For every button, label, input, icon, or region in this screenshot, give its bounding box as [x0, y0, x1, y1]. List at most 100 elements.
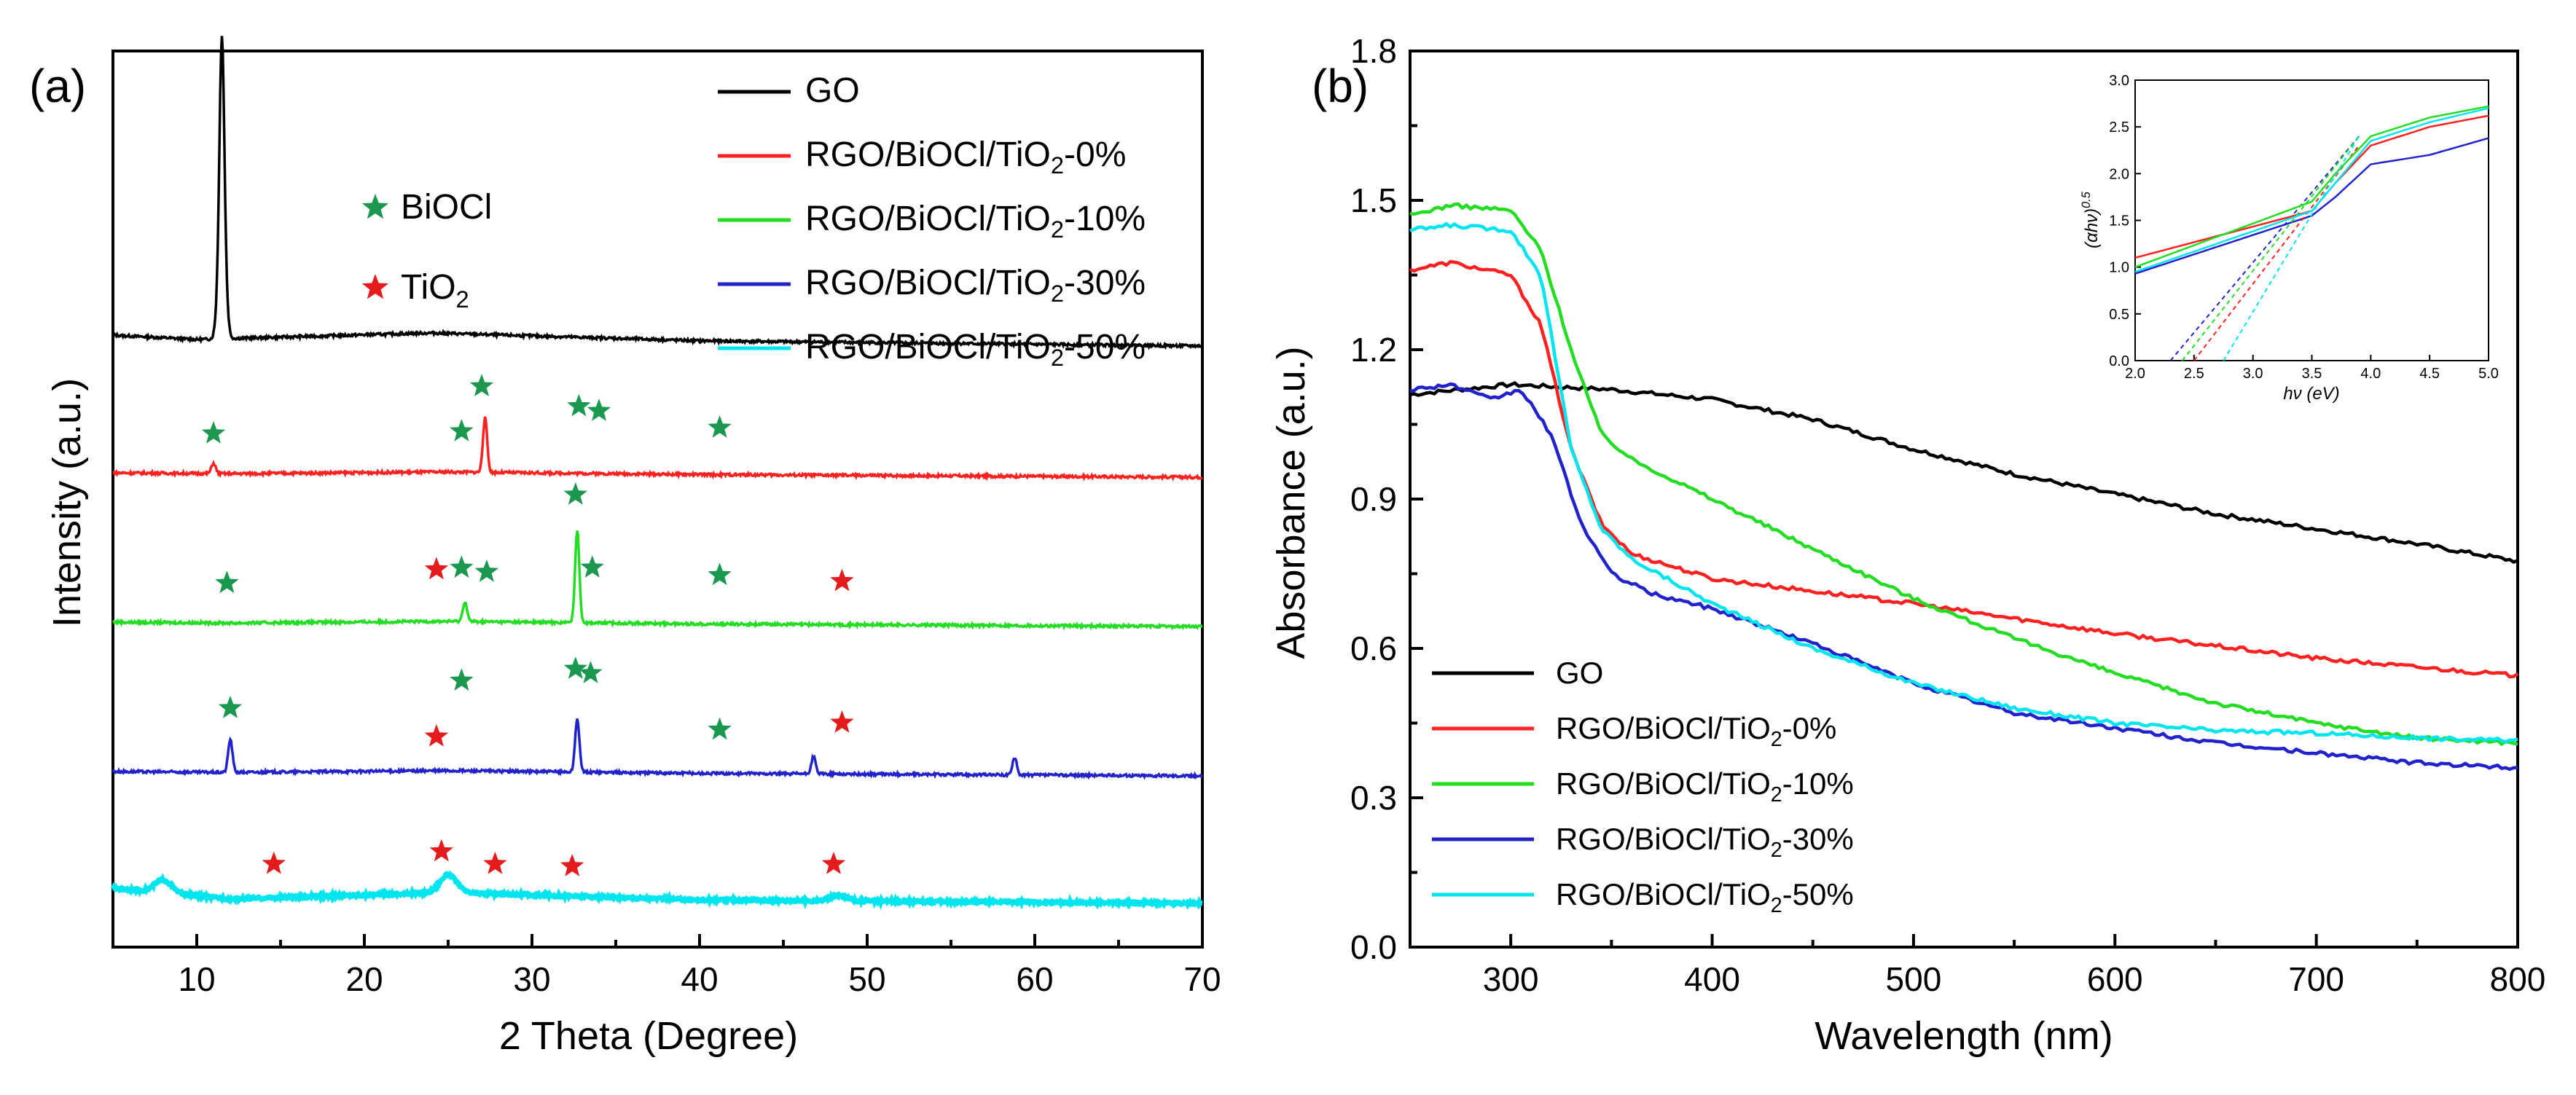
- series-line-4: [110, 870, 1203, 911]
- series-line-0: [112, 36, 1204, 350]
- panel-b-inset: 2.0 2.5 3.0 3.5 4.0 4.5 5.0 0.0 0.5 1.0 1.5 2.0 2.5 3…: [2080, 66, 2499, 404]
- inset-ytick-label: 1.5: [2109, 213, 2129, 229]
- panel-a-label: (a): [29, 60, 86, 112]
- panel-b: (b) 300 400 500 600 700 800 0.0 0.3 0.6 0.9 1.2 1.…: [1269, 32, 2545, 1058]
- marker-star-biocl: [579, 661, 603, 683]
- panel-b-ytick-label: 0.3: [1350, 779, 1397, 817]
- inset-xtick-label: 2.0: [2125, 366, 2145, 382]
- panel-b-xtick-label: 600: [2087, 960, 2143, 998]
- inset-xtick-label: 3.5: [2302, 366, 2322, 382]
- marker-star-biocl: [708, 717, 732, 740]
- series-line-0: [1409, 380, 2518, 565]
- panel-b-yticks: 0.0 0.3 0.6 0.9 1.2 1.5 1.8: [1350, 32, 1423, 966]
- marker-star-tio2: [262, 851, 286, 874]
- inset-ytick-label: 2.5: [2109, 119, 2129, 136]
- inset-tangent-line-3: [2223, 136, 2360, 361]
- marker-star-tio2: [560, 854, 584, 876]
- marker-star-biocl: [201, 421, 226, 444]
- inset-ytick-label: 2.0: [2109, 166, 2129, 182]
- inset-series: [2134, 105, 2489, 361]
- panel-a-xtick-label: 70: [1183, 960, 1221, 998]
- inset-xlabel: hν (eV): [2283, 384, 2339, 404]
- b-series-1-legend-label: RGO/BiOCl/TiO2-0%: [1556, 711, 1836, 751]
- series-0-legend-label: GO: [805, 71, 860, 110]
- panel-a-marker-legend: BiOCl TiO2: [361, 188, 492, 313]
- marker-star-tio2: [483, 852, 507, 874]
- marker-star-biocl: [215, 570, 239, 594]
- panel-b-ytick-label: 0.0: [1350, 928, 1397, 966]
- panel-b-ytick-label: 1.5: [1350, 181, 1397, 219]
- inset-series-line-0: [2134, 137, 2489, 275]
- b-series-3-legend-label: RGO/BiOCl/TiO2-30%: [1556, 822, 1854, 862]
- marker-star-biocl: [563, 482, 587, 505]
- series-line-3: [1409, 382, 2518, 772]
- marker-star-biocl: [450, 668, 474, 691]
- inset-ytick-label: 3.0: [2109, 73, 2129, 89]
- marker-star-tio2: [821, 852, 846, 874]
- panel-a-xtick-label: 10: [178, 960, 215, 998]
- inset-ylabel: (αhν)0.5: [2080, 191, 2102, 248]
- panel-b-label: (b): [1312, 60, 1369, 112]
- panel-b-ylabel: Absorbance (a.u.): [1269, 346, 1313, 659]
- marker-star-biocl: [580, 555, 604, 578]
- marker-star-biocl: [708, 415, 732, 438]
- b-series-0-legend-label: GO: [1556, 656, 1603, 690]
- panel-b-xtick-label: 800: [2490, 960, 2546, 998]
- panel-a-markers: [201, 374, 854, 876]
- panel-a-xtick-label: 40: [681, 960, 718, 998]
- series-3-legend-label: RGO/BiOCl/TiO2-30%: [805, 264, 1146, 307]
- inset-series-line-3: [2134, 107, 2489, 273]
- bioci-legend-label: BiOCl: [401, 188, 492, 227]
- panel-b-xticks: 300 400 500 600 700 800: [1409, 934, 2546, 998]
- marker-star-tio2: [424, 724, 449, 747]
- inset-series-line-2: [2134, 105, 2489, 268]
- panel-b-xtick-label: 700: [2288, 960, 2344, 998]
- inset-ticks: 2.0 2.5 3.0 3.5 4.0 4.5 5.0 0.0 0.5 1.0 1.5 2.0 2.5 3…: [2109, 73, 2499, 382]
- marker-star-tio2: [429, 839, 453, 862]
- panel-a-series: [110, 36, 1204, 911]
- b-series-2-legend-label: RGO/BiOCl/TiO2-10%: [1556, 766, 1854, 806]
- series-2-legend-label: RGO/BiOCl/TiO2-10%: [805, 200, 1146, 243]
- inset-tangent-line-0: [2169, 136, 2360, 361]
- inset-xtick-label: 3.0: [2243, 366, 2263, 382]
- inset-xtick-label: 4.0: [2360, 366, 2381, 382]
- panel-b-ytick-label: 1.8: [1350, 32, 1397, 70]
- panel-b-xtick-label: 400: [1684, 960, 1740, 998]
- marker-star-tio2: [830, 710, 854, 733]
- tio2-legend-label: TiO2: [401, 268, 469, 313]
- panel-a-xticks: 10 20 30 40 50 60 70: [111, 934, 1221, 998]
- series-line-3: [111, 718, 1203, 780]
- panel-a-xtick-label: 20: [345, 960, 383, 998]
- marker-star-biocl: [218, 696, 243, 718]
- marker-star-biocl: [450, 419, 474, 441]
- inset-xtick-label: 2.5: [2184, 366, 2204, 382]
- panel-a-xlabel: 2 Theta (Degree): [499, 1014, 798, 1058]
- b-series-4-legend-label: RGO/BiOCl/TiO2-50%: [1556, 877, 1854, 917]
- bioci-legend-marker: [361, 194, 389, 219]
- series-line-2: [111, 530, 1203, 631]
- marker-star-biocl: [708, 562, 732, 586]
- inset-xtick-label: 4.5: [2419, 366, 2440, 382]
- marker-star-biocl: [587, 399, 611, 421]
- panel-b-xtick-label: 300: [1483, 960, 1539, 998]
- marker-star-tio2: [424, 557, 449, 580]
- marker-star-biocl: [474, 560, 499, 582]
- panel-a-ylabel: Intensity (a.u.): [45, 378, 89, 627]
- series-line-4: [1409, 221, 2518, 744]
- panel-a-xtick-label: 50: [848, 960, 885, 998]
- inset-ytick-label: 0.0: [2109, 353, 2129, 369]
- panel-b-xtick-label: 500: [1886, 960, 1942, 998]
- panel-a-xtick-label: 30: [513, 960, 550, 998]
- marker-star-tio2: [830, 568, 854, 592]
- panel-a-frame: [111, 50, 1204, 949]
- panel-b-legend: GO RGO/BiOCl/TiO2-0% RGO/BiOCl/TiO2-10% RGO…: [1432, 656, 1854, 917]
- series-4-legend-label: RGO/BiOCl/TiO2-50%: [805, 328, 1146, 371]
- panel-b-ytick-label: 0.6: [1350, 629, 1397, 667]
- marker-star-biocl: [469, 374, 494, 396]
- panel-b-series: [1409, 202, 2519, 772]
- marker-star-biocl: [450, 555, 474, 578]
- panel-b-ytick-label: 0.9: [1350, 480, 1397, 518]
- series-line-1: [112, 416, 1203, 482]
- series-line-2: [1409, 202, 2518, 747]
